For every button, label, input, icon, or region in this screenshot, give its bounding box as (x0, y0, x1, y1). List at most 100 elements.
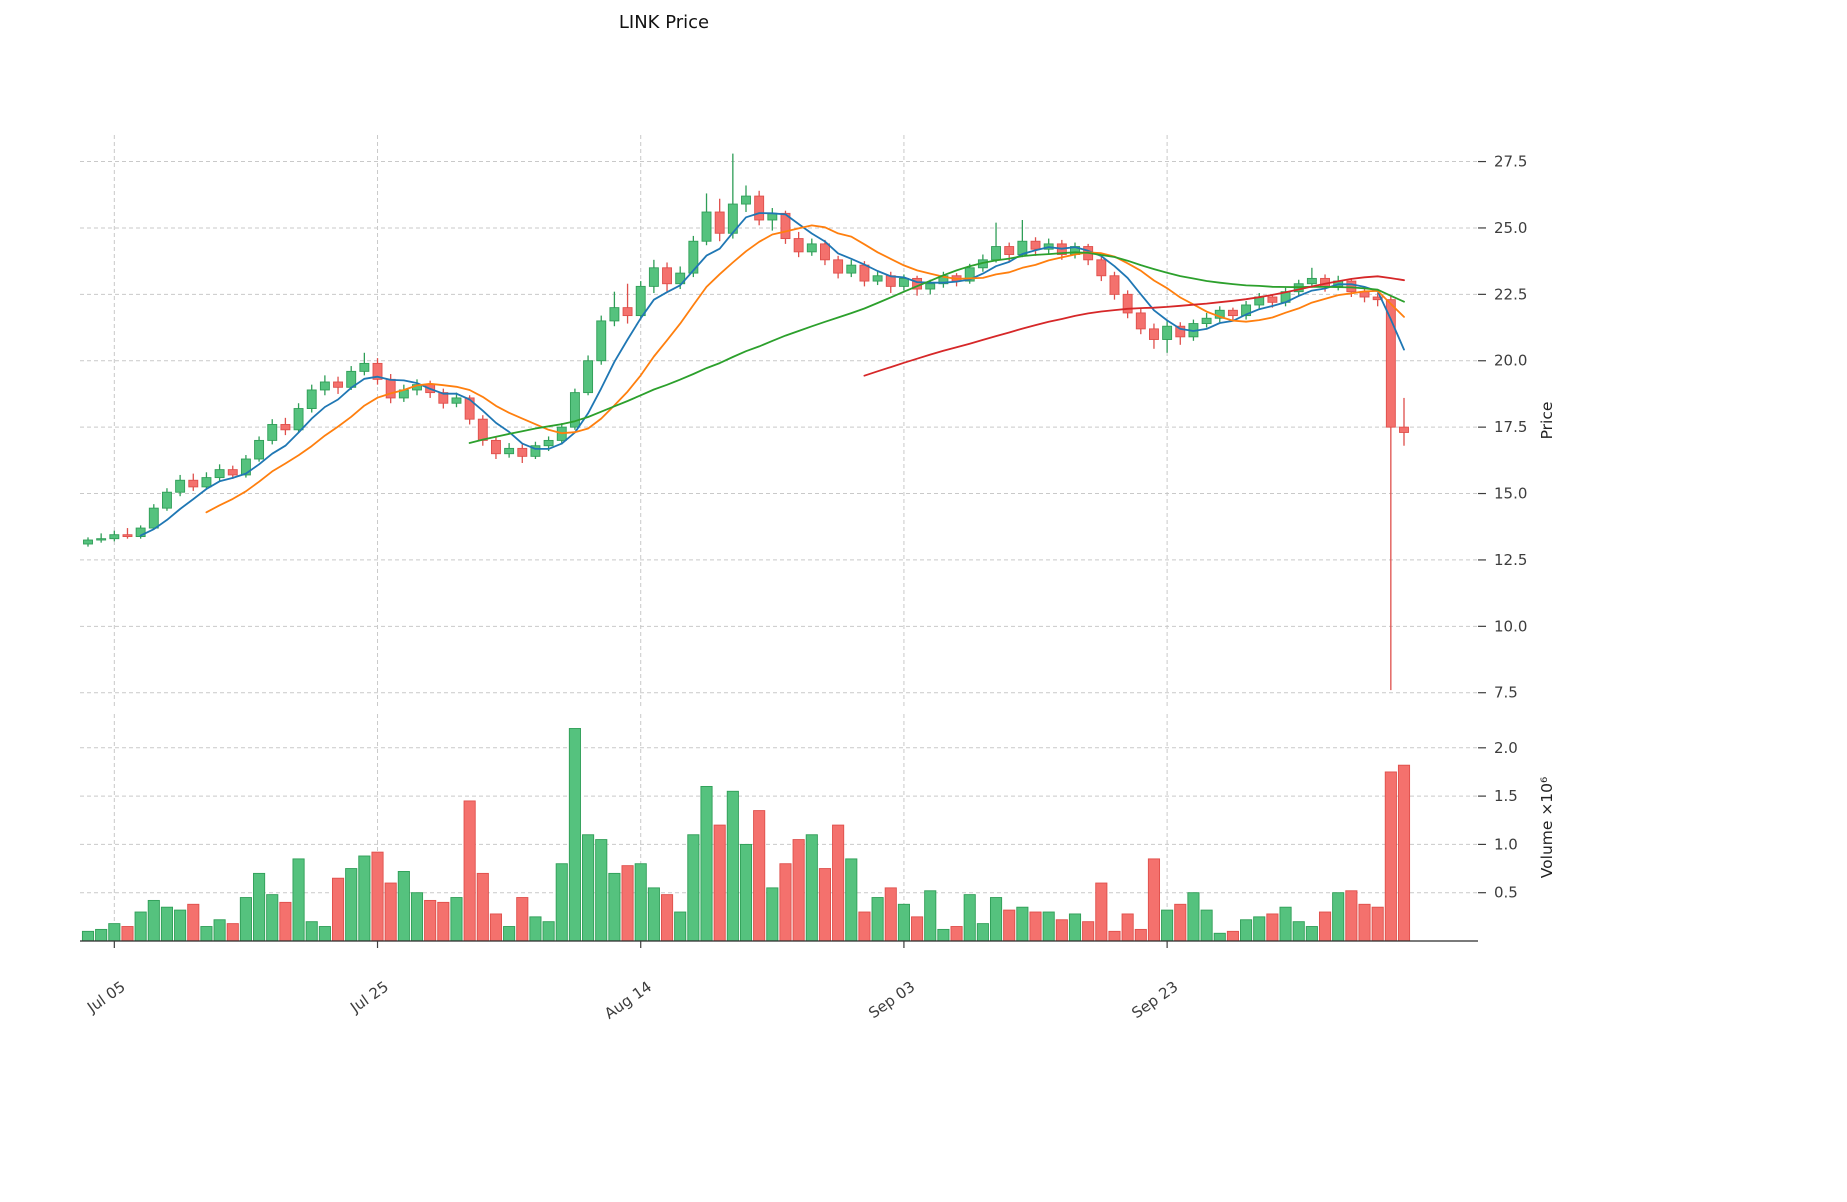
tick-label: 25.0 (1494, 219, 1527, 237)
volume-bar (739, 843, 753, 942)
volume-bar (621, 865, 634, 942)
x-tick-label: Aug 14 (601, 978, 655, 1023)
candle-body (1004, 246, 1015, 255)
candle-body (162, 491, 172, 509)
volume-bar (911, 916, 924, 942)
candle-body (898, 277, 909, 287)
volume-bar (884, 887, 897, 942)
candle-body (333, 381, 343, 388)
candle-body (714, 211, 725, 234)
tick-label: 22.5 (1494, 285, 1527, 303)
volume-axis-label: Volume ×10⁶ (1538, 777, 1556, 879)
candle-body (464, 397, 475, 420)
candle-body (267, 424, 278, 441)
candle-body (372, 362, 383, 380)
candle-body (280, 424, 291, 431)
candle-body (820, 243, 830, 261)
candle-body (596, 320, 607, 362)
volume-bar (147, 899, 160, 942)
candle-body (925, 283, 936, 290)
ma-line-sma10 (205, 224, 1405, 514)
candle-body (1162, 325, 1173, 340)
candle-body (780, 212, 791, 240)
volume-bar (1108, 930, 1121, 942)
candle-body (754, 195, 765, 221)
tick-label: 0.5 (1494, 884, 1518, 902)
candle-body (793, 238, 804, 253)
volume-bar (121, 926, 134, 942)
grid-layer (80, 135, 1478, 941)
volume-bar (1068, 913, 1082, 942)
candle-body (451, 397, 462, 404)
volume-bar (1240, 919, 1253, 942)
candle-body (1030, 240, 1041, 250)
candle-body (543, 439, 554, 447)
volume-bar (976, 923, 989, 942)
candle-body (648, 267, 659, 287)
candle-body (517, 447, 528, 457)
volume-bar (174, 909, 187, 942)
volume-bar (529, 916, 542, 942)
candle-body (675, 272, 686, 285)
tick-label: 7.5 (1494, 684, 1518, 702)
volume-bar (345, 868, 358, 942)
candle-body (1096, 259, 1107, 277)
volume-bar (950, 926, 963, 942)
volume-bar (463, 800, 476, 942)
candle-body (622, 307, 633, 317)
candle-body (293, 408, 304, 431)
volume-bar (937, 928, 950, 942)
volume-bar (660, 894, 674, 942)
volume-bar (1003, 909, 1016, 942)
volume-bar (1147, 858, 1161, 942)
tick-label: 10.0 (1494, 617, 1527, 635)
volume-bar (779, 863, 792, 942)
volume-bar (384, 882, 397, 942)
candle-body (319, 381, 330, 391)
tick-label: 15.0 (1494, 485, 1527, 503)
price-axis-label: Price (1538, 402, 1556, 440)
volume-bar (200, 926, 213, 942)
x-tick-label: Sep 03 (865, 978, 918, 1023)
volume-bar (897, 903, 910, 942)
candle-body (491, 439, 501, 455)
volume-bar (1384, 771, 1397, 942)
volume-bar (1253, 916, 1266, 942)
volume-bar (503, 926, 516, 942)
candle-body (83, 539, 93, 545)
volume-bar (279, 901, 292, 942)
volume-bar (792, 839, 805, 942)
ma-line-sma60 (863, 275, 1405, 377)
candle-body (1267, 296, 1278, 303)
volume-bar (818, 868, 832, 942)
volume-bar (1358, 903, 1371, 942)
candle-body (688, 240, 699, 274)
volume-bar (318, 926, 331, 942)
candle-body (583, 360, 594, 394)
volume-bar (516, 897, 529, 942)
volume-bar (1016, 906, 1029, 942)
volume-bar (1174, 903, 1187, 942)
tick-label: 2.0 (1494, 739, 1518, 757)
volume-bar (108, 923, 121, 942)
volume-bar (95, 928, 108, 942)
tick-label: 1.0 (1494, 835, 1518, 853)
x-tick-label: Sep 23 (1128, 978, 1181, 1023)
volume-bar (924, 890, 937, 942)
candle-body (1135, 312, 1146, 330)
candle-body (872, 275, 883, 282)
candle-body (1122, 293, 1133, 314)
volume-bar (1187, 892, 1200, 942)
volume-bar (1266, 913, 1279, 942)
candle-body (569, 392, 580, 428)
volume-bar (410, 892, 424, 942)
tick-label: 20.0 (1494, 352, 1527, 370)
volume-bar (832, 824, 845, 942)
volume-bar (753, 810, 766, 942)
volume-bar (1305, 926, 1318, 942)
candle-body (1109, 275, 1120, 295)
volume-bar (450, 897, 463, 942)
candle-body (1306, 277, 1317, 285)
candle-body (135, 527, 146, 538)
volume-bar (1292, 921, 1305, 942)
